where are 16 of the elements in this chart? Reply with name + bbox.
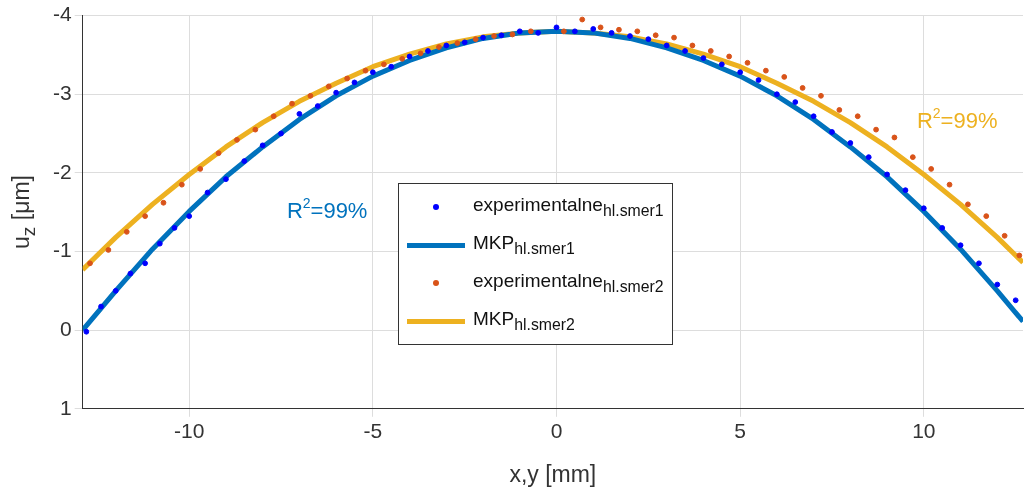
legend-label: MKP$_{hl.smer1}$ [473, 232, 575, 258]
x-tick-label: -10 [174, 419, 205, 443]
x-tick-label: 5 [734, 419, 747, 443]
y-tick-label: -3 [52, 81, 72, 105]
y-tick-label: -1 [52, 238, 72, 262]
y-tick-label: 0 [59, 316, 72, 340]
x-tick-label: 10 [912, 419, 936, 443]
x-tick-label: -5 [363, 419, 383, 443]
legend-label: experimentalne$_{hl.smer2}$ [473, 270, 664, 296]
y-tick-label: -4 [52, 2, 72, 26]
x-tick-label: 0 [550, 419, 563, 443]
y-tick-label: 1 [59, 395, 72, 419]
y-tick-label: -2 [52, 159, 72, 183]
x-axis-title: x,y [mm] [509, 461, 597, 488]
legend-label: MKP$_{hl.smer2}$ [473, 308, 575, 334]
legend-label: experimentalne$_{hl.smer1}$ [473, 194, 664, 220]
